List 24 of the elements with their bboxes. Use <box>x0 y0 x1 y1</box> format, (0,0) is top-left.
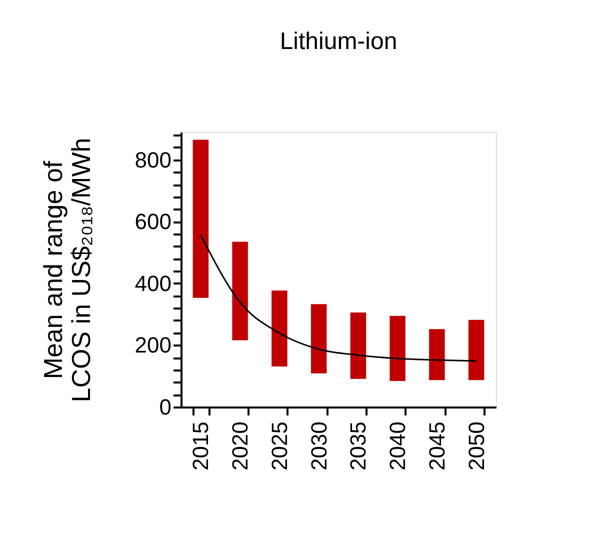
x-tick-label: 2030 <box>306 422 332 470</box>
y-tick-label: 400 <box>134 270 172 296</box>
x-tick-label: 2040 <box>385 422 410 470</box>
y-tick-label: 600 <box>134 209 172 234</box>
x-tick-label: 2020 <box>228 422 253 470</box>
x-tick-label: 2035 <box>346 422 371 470</box>
chart-title: Lithium-ion <box>280 28 398 56</box>
y-tick-label: 800 <box>134 147 172 172</box>
x-tick-label: 2050 <box>464 422 489 470</box>
bar <box>429 329 445 380</box>
x-tick-label: 2025 <box>266 422 292 470</box>
bar <box>232 242 248 340</box>
bar <box>468 320 484 380</box>
bar <box>350 312 366 379</box>
bar <box>272 290 288 367</box>
x-tick-label: 2015 <box>188 422 214 470</box>
y-tick-label: 0 <box>159 394 172 420</box>
y-axis-title: Mean and range of LCOS in US$₂₀₁₈/MWh <box>38 138 96 402</box>
line-series <box>200 234 478 362</box>
bar <box>310 304 327 374</box>
bar <box>390 316 406 382</box>
bar <box>192 140 209 298</box>
y-tick-label: 200 <box>134 332 172 358</box>
x-tick-label: 2045 <box>424 422 450 470</box>
